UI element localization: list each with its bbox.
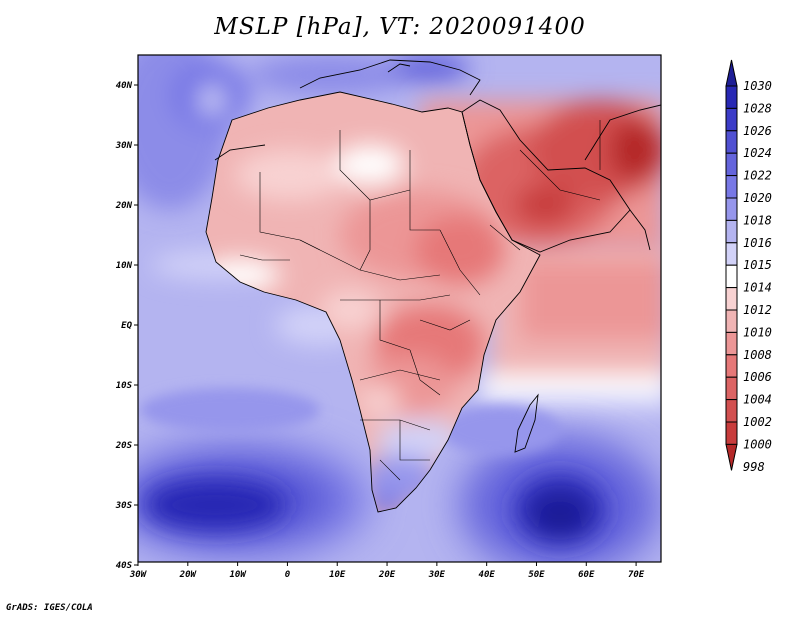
y-tick-label: 20N	[115, 201, 133, 211]
y-axis: 40N 30N 20N 10N EQ 10S 20S 30S 40S	[115, 81, 138, 571]
colorbar-swatch	[725, 197, 738, 221]
x-tick-label: 60E	[578, 570, 595, 580]
high-cores	[145, 475, 605, 545]
colorbar-swatch	[725, 309, 738, 333]
colorbar-swatch	[725, 219, 738, 244]
colorbar-label: 1006	[743, 370, 772, 384]
colorbar-label: 1022	[743, 169, 772, 183]
colorbar-label: 1008	[743, 348, 772, 362]
country-borders	[239, 120, 601, 481]
y-tick-label: 40S	[116, 561, 133, 571]
coastlines	[205, 59, 661, 513]
colorbar-swatch	[725, 130, 738, 154]
y-tick-label: 30N	[115, 141, 133, 151]
colorbar-label: 1026	[743, 124, 772, 138]
map-title: MSLP [hPa], VT: 2020091400	[214, 14, 586, 40]
colorbar-swatch	[725, 264, 738, 289]
x-axis: 30W 20W 10W 0 10E 20E 30E 40E 50E 60E 70E	[129, 562, 645, 580]
colorbar-swatch	[725, 242, 738, 266]
colorbar-label: 1018	[743, 213, 772, 227]
x-tick-label: 30W	[129, 570, 148, 580]
colorbar-top-arrow	[725, 59, 738, 87]
colorbar-label: 1020	[743, 191, 772, 205]
colorbar-swatch	[725, 331, 738, 356]
colorbar-swatch	[725, 152, 738, 177]
x-tick-label: 20W	[179, 570, 198, 580]
colorbar-swatch	[725, 107, 738, 132]
colorbar-label: 1012	[743, 303, 772, 317]
colorbar-swatch	[725, 376, 738, 401]
colorbar-label: 1000	[743, 437, 772, 451]
colorbar-label: 1016	[743, 236, 772, 250]
colorbar-swatch	[725, 354, 738, 378]
colorbar-label: 1004	[743, 393, 772, 407]
x-tick-label: 30E	[428, 570, 446, 580]
colorbar: 1030 1028 1026 1024 1022 1020 1018 1016 1015 1014…	[725, 59, 772, 474]
colorbar-label: 1028	[743, 101, 772, 115]
colorbar-swatch	[725, 85, 738, 109]
colorbar-swatch	[725, 399, 738, 423]
x-tick-label: 40E	[479, 570, 496, 580]
x-tick-label: 50E	[528, 570, 545, 580]
colorbar-swatch	[725, 175, 738, 199]
colorbar-label: 1010	[743, 325, 772, 339]
y-tick-label: 30S	[115, 501, 133, 511]
north-atlantic-high	[138, 55, 470, 210]
x-tick-label: 20E	[378, 570, 396, 580]
y-tick-label: 20S	[115, 441, 133, 451]
x-tick-label: 10E	[329, 570, 346, 580]
y-tick-label: EQ	[121, 321, 132, 331]
colorbar-label: 1030	[743, 79, 772, 93]
x-tick-label: 10W	[229, 570, 247, 580]
y-tick-label: 40N	[116, 81, 133, 91]
y-tick-label: 10N	[116, 261, 133, 271]
colorbar-label: 1015	[743, 258, 772, 272]
colorbar-label: 1024	[743, 146, 772, 160]
pressure-field	[138, 55, 661, 562]
colorbar-swatch	[725, 287, 738, 311]
colorbar-label: 998	[743, 460, 765, 474]
y-tick-label: 10S	[116, 381, 133, 391]
south-atlantic-band	[140, 388, 560, 455]
colorbar-label: 1014	[743, 281, 772, 295]
x-tick-label: 0	[285, 570, 291, 580]
colorbar-label: 1002	[743, 415, 772, 429]
indian-ocean-band	[480, 240, 661, 413]
plot-frame	[137, 54, 662, 563]
colorbar-swatch	[725, 421, 738, 445]
colorbar-bottom-arrow	[725, 443, 738, 471]
x-tick-label: 70E	[628, 570, 645, 580]
footer-credit: GrADS: IGES/COLA	[6, 603, 93, 613]
